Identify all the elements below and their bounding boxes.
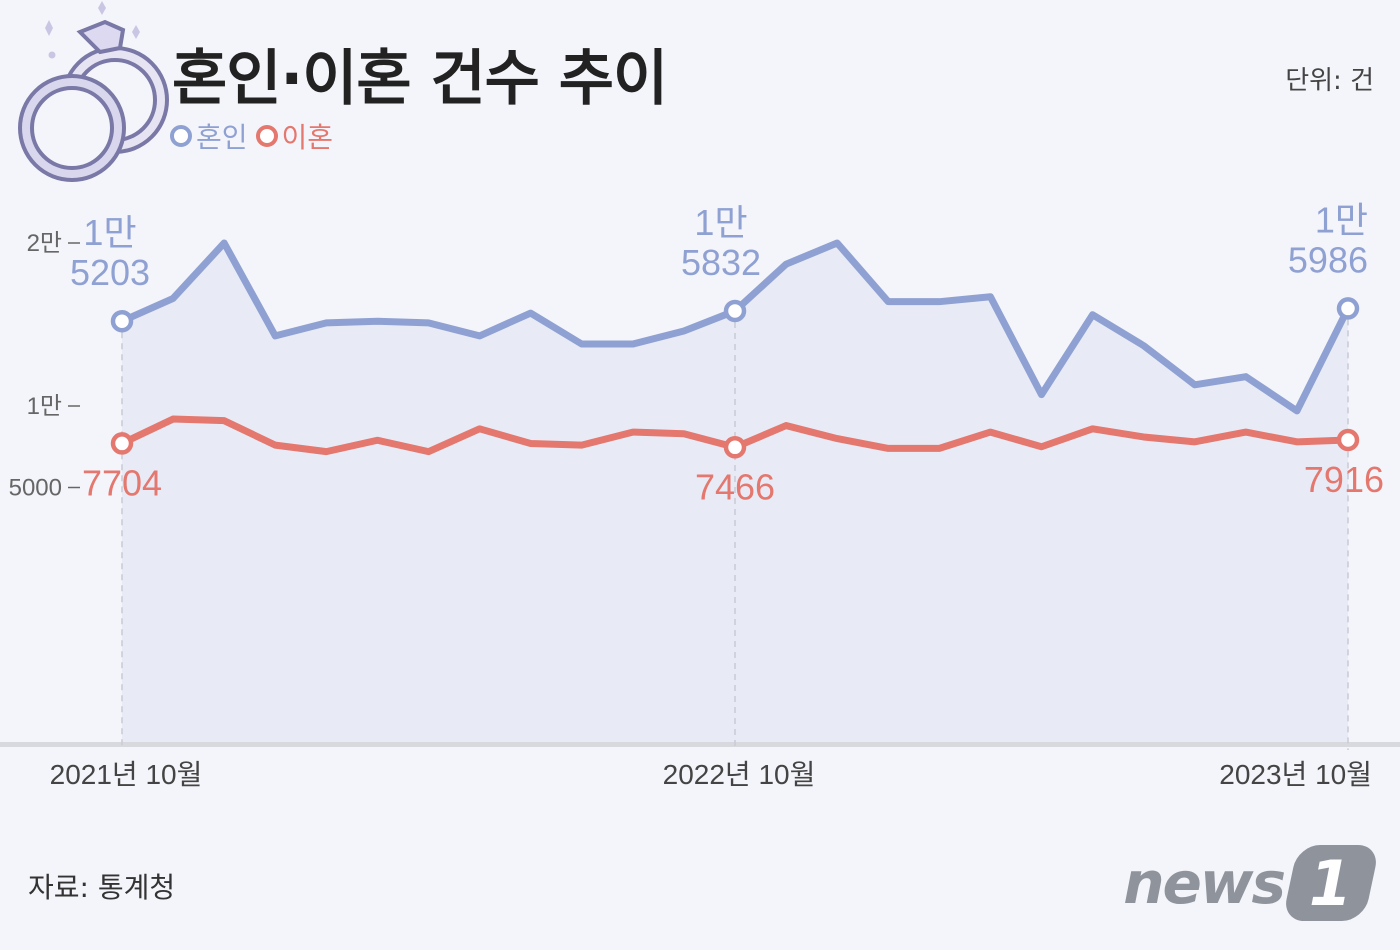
- legend: 혼인 이혼: [170, 116, 333, 156]
- wedding-rings-icon: [18, 1, 169, 182]
- legend-label-marriage: 혼인: [196, 121, 248, 154]
- legend-label-divorce: 이혼: [281, 121, 334, 154]
- marriage-data-label-1-line2: 5832: [681, 242, 761, 283]
- x-tick-label-0: 2021년 10월: [50, 759, 203, 790]
- x-axis-line: [0, 742, 1400, 747]
- marriage-data-label-0-line1: 1만: [83, 212, 136, 253]
- unit-label: 단위: 건: [1285, 66, 1374, 96]
- legend-item-marriage: 혼인: [170, 116, 248, 156]
- divorce-marker-0: [110, 432, 134, 455]
- marriage-data-label-0-line2: 5203: [70, 252, 150, 293]
- legend-marker-divorce: [255, 125, 278, 147]
- marriage-marker-0: [110, 309, 134, 333]
- logo-badge-text: 1: [1309, 846, 1353, 920]
- marriage-data-label-2-line1: 1만: [1315, 199, 1368, 240]
- marriage-marker-2: [1336, 297, 1360, 320]
- marriage-data-label-2-line2: 5986: [1288, 239, 1368, 280]
- y-tick-label-0: 2만: [27, 230, 62, 257]
- divorce-data-label-2: 7916: [1304, 459, 1384, 500]
- divorce-marker-2: [1336, 428, 1360, 452]
- legend-marker-marriage: [170, 125, 192, 147]
- marriage-marker-1: [723, 299, 747, 323]
- divorce-marker-1: [723, 436, 747, 459]
- divorce-data-label-0: 7704: [82, 462, 162, 503]
- chart-title: 혼인·이혼 건수 추이: [172, 44, 668, 114]
- legend-item-divorce: 이혼: [255, 116, 334, 156]
- source-note: 자료: 통계청: [28, 871, 176, 904]
- divorce-data-label-1: 7466: [695, 466, 775, 507]
- x-tick-label-2: 2023년 10월: [1219, 759, 1372, 790]
- x-tick-label-1: 2022년 10월: [663, 759, 816, 790]
- news1-logo: news 1: [1123, 845, 1381, 921]
- y-tick-label-1: 1만: [27, 393, 62, 420]
- logo-badge: 1: [1281, 845, 1381, 921]
- y-tick-label-2: 5000: [9, 475, 62, 502]
- logo-text: news: [1123, 849, 1286, 917]
- marriage-data-label-1-line1: 1만: [694, 202, 747, 243]
